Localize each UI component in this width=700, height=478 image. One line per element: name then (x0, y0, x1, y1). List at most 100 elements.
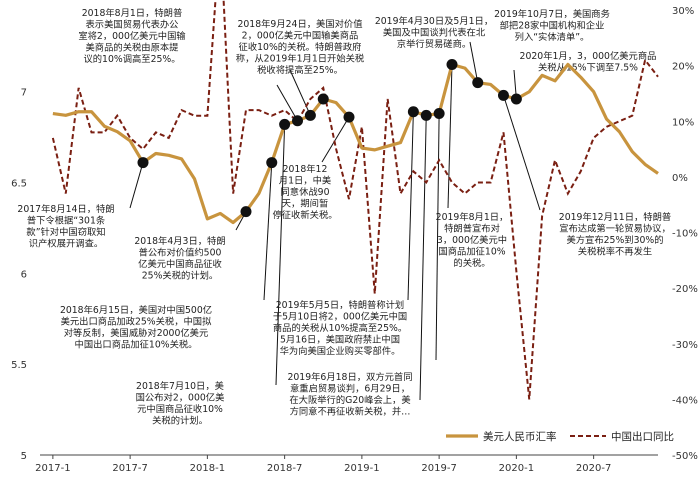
annotation-connector (469, 41, 479, 83)
annotation-text: 2018年6月15日，美国对中国500亿美元出口商品加政25%关税，中国拟对等反… (60, 304, 212, 351)
y-right-tick-label: -20% (672, 284, 698, 295)
annotation-line: 2019年6月18日，双方元首同 (287, 371, 412, 383)
annotation-line: 税收将提高至25%。 (257, 64, 343, 76)
annotation-line: 称，从2019年1月1日开始关税 (236, 53, 364, 65)
x-tick-label: 2020-7 (576, 463, 611, 474)
event-marker (498, 89, 509, 101)
x-tick-label: 2019-1 (344, 463, 379, 474)
annotation-line: 美元出口商品加政25%关税，中国拟 (61, 316, 213, 328)
event-marker (279, 118, 291, 130)
event-marker (407, 106, 419, 118)
axes-layer: 5 5.5 6 6.5 7 30% 20% 10% 0% -10% -20% -30% -40% -50%… (11, 6, 698, 474)
annotation-line: 关税的计划。 (152, 415, 208, 427)
annotation-line: 宣布达成第一轮贸易协议， (559, 223, 671, 235)
annotation-line: 款”针对中国窃取知 (26, 226, 105, 238)
event-marker (266, 157, 278, 169)
annotation-line: 京举行贸易磋商。 (397, 38, 471, 50)
annotation-connector (289, 69, 311, 116)
annotation-text: 2019年5月5日，特朗普称计划于5月10日将2，000亿美元中国商品的关税从1… (273, 299, 407, 357)
annotation-text: 2018年8月1日，特朗普表示美国贸易代表办公室将2，000亿美元中国输美商品的… (78, 7, 186, 65)
annotation-line: 2019年8月1日， (436, 211, 509, 223)
event-marker (343, 111, 355, 123)
event-marker (472, 77, 484, 89)
annotation-line: 国商品加征10% (438, 246, 505, 258)
annotation-line: 2020年1月，3，000亿美元商品 (520, 50, 657, 62)
x-tick-label: 2017-7 (112, 463, 147, 474)
annotation-line: 识产权展开调查。 (29, 238, 103, 250)
y-left-tick-label: 5.5 (11, 360, 27, 371)
annotation-line: 议的10%调高至25%。 (83, 53, 180, 65)
annotation-line: 停征收新关税。 (272, 209, 337, 221)
y-right-tick-label: -40% (672, 395, 698, 406)
annotation-line: 2018年8月1日，特朗普 (82, 7, 183, 19)
annotation-line: 意重启贸易谈判，6月29日， (290, 383, 410, 395)
annotation-line: 华为向美国企业购买零部件。 (280, 345, 401, 357)
event-marker (420, 109, 432, 121)
event-marker (240, 206, 252, 218)
annotation-line: 特朗普宣布对 (444, 223, 500, 235)
annotation-line: 2018年7月10日，美 (136, 380, 224, 392)
x-tick-label: 2018-1 (190, 463, 225, 474)
annotation-line: 同意休战90 (280, 186, 329, 198)
annotation-line: 2019年10月7日，美国商务 (494, 8, 610, 20)
y-right-tick-label: 0% (672, 173, 688, 184)
annotation-line: 2018年9月24日，美国对价值 (237, 18, 362, 30)
annotation-line: 中国出口商品加征10%关税。 (75, 339, 198, 351)
annotation-line: 在大阪举行的G20峰会上，美 (289, 394, 410, 406)
event-marker (433, 108, 445, 120)
legend-label-export-yoy: 中国出口同比 (611, 430, 674, 443)
annotation-text: 2019年10月7日，美国商务部把28家中国机构和企业列入“实体清单”。 (494, 8, 610, 43)
annotation-line: 月1日，中美 (279, 175, 331, 187)
legend-label-usdcny: 美元人民币汇率 (483, 430, 557, 443)
series-line-export-yoy (51, 0, 659, 400)
annotation-line: 2019年12月11日，特朗普 (559, 211, 671, 223)
annotation-line: 2，000亿美元中国输美商品 (242, 30, 359, 42)
event-marker (292, 115, 303, 127)
annotation-line: 普下令根据“301条 (27, 215, 105, 227)
annotation-line: 对等反制，美国威胁对2000亿美元 (64, 327, 209, 339)
annotation-text: 2019年12月11日，特朗普宣布达成第一轮贸易协议，美方宣布25%到30%的关… (559, 211, 671, 258)
event-marker (304, 109, 316, 121)
x-tick-label: 2019-7 (421, 463, 456, 474)
annotation-text: 2018年4月3日，特朗普公布对价值约500 亿美元中国商品征收 25%关税的计划。 (134, 235, 225, 282)
annotation-connector (275, 124, 286, 386)
annotation-text: 2018年12 月1日，中美同意休战90 天，期间暂停征收新关税。 (272, 163, 337, 221)
event-marker (317, 93, 329, 105)
annotation-text: 2018年9月24日，美国对价值 2，000亿美元中国输美商品征收10%的关税。特… (236, 18, 364, 76)
x-tick-label: 2020-1 (499, 463, 534, 474)
annotation-text: 2020年1月，3，000亿美元商品关税从15%下调至7.5% (520, 50, 657, 74)
x-tick-label: 2017-1 (35, 463, 70, 474)
event-marker (137, 157, 149, 169)
annotation-line: 征收10%的关税。特朗普政府 (239, 41, 362, 53)
annotation-connector (419, 115, 427, 401)
annotations-layer: 2017年8月14日，特朗普下令根据“301条款”针对中国窃取知识产权展开调查。… (17, 7, 671, 427)
annotation-connector (447, 64, 453, 209)
annotation-line: 2019年4月30日及5月1日， (375, 15, 493, 27)
annotation-text: 2019年6月18日，双方元首同意重启贸易谈判，6月29日，在大阪举行的G20峰… (287, 371, 412, 418)
annotation-line: 方同意不再征收新关税，并… (290, 406, 411, 418)
series-line-usdcny (52, 62, 659, 225)
annotation-connector (407, 111, 414, 301)
annotation-line: 2018年4月3日，特朗 (134, 235, 225, 247)
annotation-line: 的关税。 (453, 257, 490, 269)
annotation-line: 室将2，000亿美元中国输 (78, 30, 186, 42)
annotation-line: 关税从15%下调至7.5% (538, 62, 638, 74)
annotation-connector (129, 162, 144, 209)
annotation-text: 2017年8月14日，特朗普下令根据“301条款”针对中国窃取知识产权展开调查。 (17, 203, 114, 250)
annotation-line: 于5月10日将2，000亿美元中国 (273, 311, 407, 323)
annotation-line: 美方宣布25%到30%的 (566, 234, 663, 246)
y-left-tick-label: 6 (21, 269, 27, 280)
annotation-text: 2019年8月1日，特朗普宣布对 3，000亿美元中国商品加征10%的关税。 (436, 211, 509, 269)
annotation-line: 25%关税的计划。 (142, 270, 218, 282)
y-right-tick-label: 20% (672, 62, 694, 73)
legend: 美元人民币汇率 中国出口同比 (446, 430, 674, 443)
annotation-connector (276, 84, 298, 122)
annotation-line: 国公布对2，000亿美 (136, 392, 225, 404)
series-layer (51, 0, 659, 400)
annotation-text: 2018年7月10日，美国公布对2，000亿美元中国商品征收10%关税的计划。 (136, 380, 225, 427)
annotation-line: 天，期间暂 (282, 198, 329, 210)
annotation-connector (263, 162, 273, 301)
annotation-line: 元中国商品征收10% (137, 403, 223, 415)
annotation-line: 2019年5月5日，特朗普称计划 (276, 299, 404, 311)
